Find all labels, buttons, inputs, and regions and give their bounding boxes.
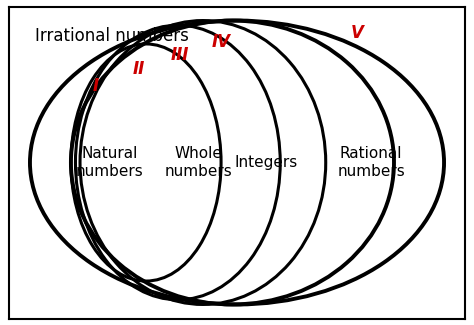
Text: IV: IV xyxy=(211,33,230,51)
Text: I: I xyxy=(93,77,99,95)
Text: III: III xyxy=(171,46,189,64)
Text: V: V xyxy=(351,24,364,42)
Text: II: II xyxy=(133,60,146,78)
Text: Rational
numbers: Rational numbers xyxy=(337,146,405,179)
Text: Irrational numbers: Irrational numbers xyxy=(35,27,188,45)
Text: Whole
numbers: Whole numbers xyxy=(164,146,232,179)
Text: Natural
numbers: Natural numbers xyxy=(76,146,144,179)
Text: Integers: Integers xyxy=(235,155,298,170)
